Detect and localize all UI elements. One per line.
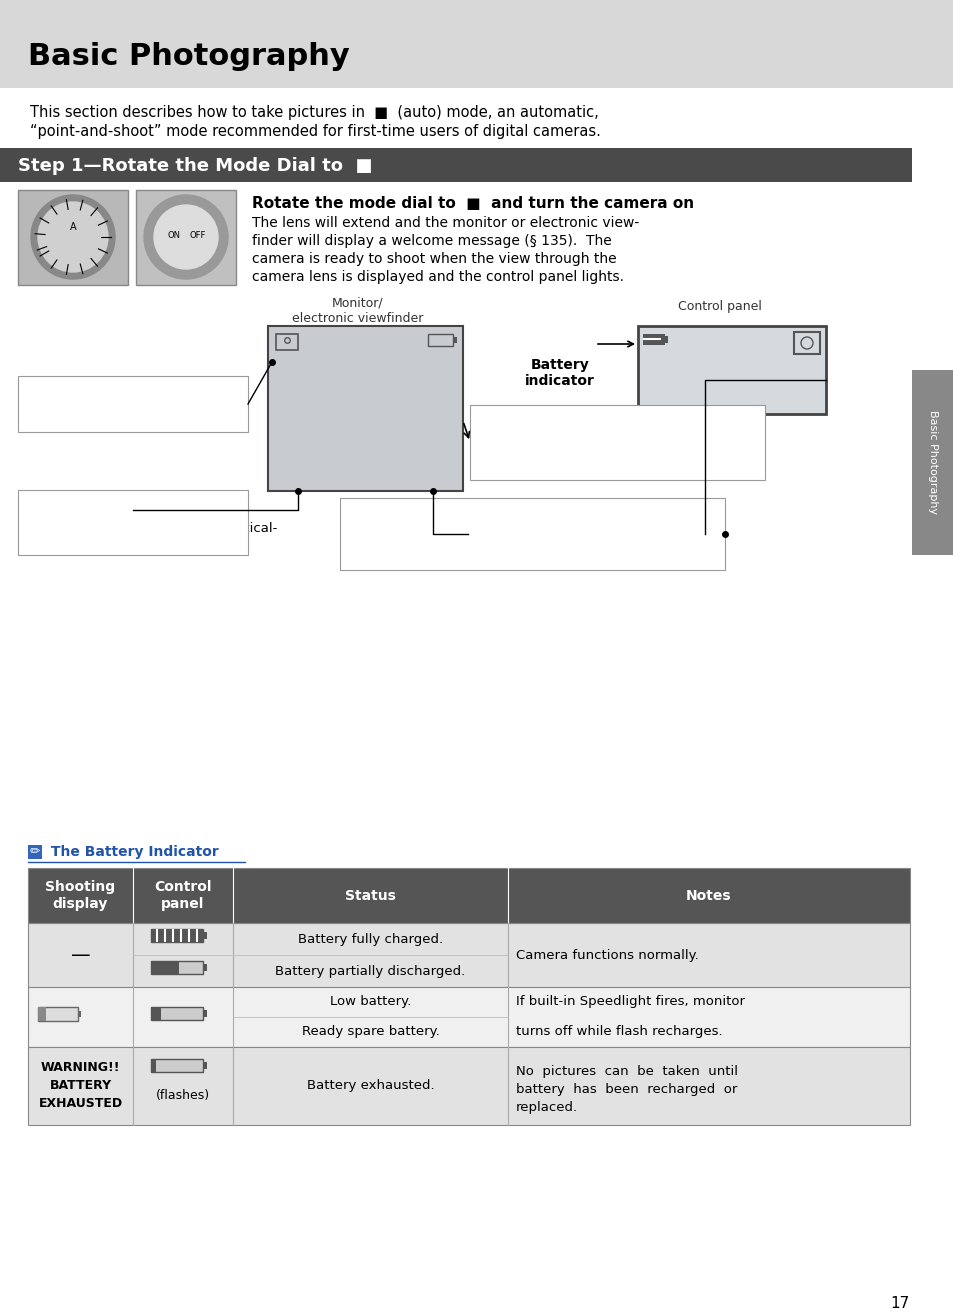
Bar bbox=[453, 336, 456, 343]
Text: OFF: OFF bbox=[190, 230, 206, 239]
Text: ly selected in  ■  mode.: ly selected in ■ mode. bbox=[26, 540, 186, 553]
Text: battery  has  been  recharged  or: battery has been recharged or bbox=[516, 1083, 737, 1096]
Text: 17: 17 bbox=[890, 1296, 909, 1311]
Bar bbox=[275, 334, 297, 350]
Bar bbox=[203, 1062, 207, 1070]
Bar bbox=[339, 498, 724, 570]
Text: This section describes how to take pictures in  ■  (auto) mode, an automatic,: This section describes how to take pictu… bbox=[30, 105, 598, 120]
Bar bbox=[28, 1047, 909, 1125]
Bar bbox=[151, 1059, 156, 1072]
Bar bbox=[151, 1059, 203, 1072]
Bar bbox=[151, 961, 179, 974]
Bar bbox=[151, 1007, 161, 1020]
Bar bbox=[911, 371, 953, 555]
Text: EXHAUSTED: EXHAUSTED bbox=[38, 1097, 122, 1110]
Bar bbox=[428, 334, 453, 346]
Text: Monitor/: Monitor/ bbox=[332, 296, 383, 309]
Text: ■  indicates auto mode.: ■ indicates auto mode. bbox=[26, 411, 188, 424]
Bar bbox=[28, 922, 909, 987]
Text: Choose according to how: Choose according to how bbox=[476, 438, 643, 451]
Text: AUTO: AUTO bbox=[665, 334, 693, 344]
Text: Camera functions normally.: Camera functions normally. bbox=[516, 949, 698, 962]
Text: No  pictures  can  be  taken  until: No pictures can be taken until bbox=[516, 1066, 738, 1077]
Text: ON: ON bbox=[168, 230, 180, 239]
Text: WARNING!!: WARNING!! bbox=[41, 1060, 120, 1074]
Text: ✏: ✏ bbox=[30, 845, 40, 858]
Bar bbox=[28, 987, 909, 1047]
Text: P  1/60  F26  ( 126): P 1/60 F26 ( 126) bbox=[273, 459, 393, 472]
Bar bbox=[78, 1010, 81, 1017]
Text: Notes: Notes bbox=[685, 888, 731, 903]
Bar bbox=[470, 405, 764, 480]
Text: electronic viewfinder: electronic viewfinder bbox=[292, 311, 423, 325]
Bar bbox=[664, 336, 667, 343]
Bar bbox=[38, 1007, 78, 1021]
Text: (flashes): (flashes) bbox=[155, 1089, 210, 1102]
Text: NORM: NORM bbox=[420, 417, 449, 426]
Bar bbox=[151, 929, 203, 942]
Text: Depends on capacity of memory card and: Depends on capacity of memory card and bbox=[346, 531, 625, 544]
Text: The lens will extend and the monitor or electronic view-: The lens will extend and the monitor or … bbox=[252, 215, 639, 230]
Bar bbox=[793, 332, 820, 353]
Bar bbox=[203, 932, 207, 940]
Text: ⚡: ⚡ bbox=[679, 353, 696, 378]
Text: 8M: 8M bbox=[428, 403, 441, 413]
Text: Shooting
display: Shooting display bbox=[46, 880, 115, 911]
Text: finder will display a welcome message (§ 135).  The: finder will display a welcome message (§… bbox=[252, 234, 611, 248]
Text: turns off while flash recharges.: turns off while flash recharges. bbox=[516, 1025, 721, 1038]
Text: Ready spare battery.: Ready spare battery. bbox=[301, 1025, 439, 1038]
Text: Image quality/size (§ 33):: Image quality/size (§ 33): bbox=[476, 419, 664, 432]
Circle shape bbox=[30, 194, 115, 279]
Bar bbox=[151, 961, 203, 974]
Bar bbox=[268, 326, 462, 491]
Text: options chosen for image quality and size.: options chosen for image quality and siz… bbox=[346, 549, 628, 562]
Bar bbox=[28, 869, 909, 922]
Text: Low battery.: Low battery. bbox=[330, 996, 411, 1009]
Circle shape bbox=[153, 205, 218, 269]
Bar bbox=[638, 326, 825, 414]
Text: Control
panel: Control panel bbox=[154, 880, 212, 911]
Bar bbox=[136, 191, 235, 285]
Bar bbox=[642, 334, 664, 346]
Bar bbox=[18, 376, 248, 432]
Text: camera is ready to shoot when the view through the: camera is ready to shoot when the view t… bbox=[252, 252, 616, 265]
Text: If built-in Speedlight fires, monitor: If built-in Speedlight fires, monitor bbox=[516, 996, 744, 1009]
Text: Shooting mode:: Shooting mode: bbox=[26, 392, 145, 405]
Text: Basic Photography: Basic Photography bbox=[28, 42, 350, 71]
Text: —: — bbox=[71, 946, 91, 964]
Text: Rotate the mode dial to  ■  and turn the camera on: Rotate the mode dial to ■ and turn the c… bbox=[252, 196, 694, 212]
Bar bbox=[203, 1010, 207, 1017]
Text: A: A bbox=[70, 222, 76, 233]
Bar bbox=[38, 1007, 46, 1021]
Text: indicator: indicator bbox=[524, 374, 595, 388]
Text: Exposure mode (§ 45):: Exposure mode (§ 45): bbox=[26, 505, 193, 516]
Bar bbox=[0, 148, 911, 183]
Text: Control panel: Control panel bbox=[678, 300, 761, 313]
Text: picture will be used.: picture will be used. bbox=[476, 456, 610, 469]
Text: P (pro-grammed auto) is automatical-: P (pro-grammed auto) is automatical- bbox=[26, 522, 277, 535]
Circle shape bbox=[38, 202, 108, 272]
Text: Battery partially discharged.: Battery partially discharged. bbox=[275, 964, 465, 978]
Text: camera lens is displayed and the control panel lights.: camera lens is displayed and the control… bbox=[252, 269, 623, 284]
Text: BATTERY: BATTERY bbox=[50, 1079, 112, 1092]
Bar bbox=[151, 1007, 203, 1020]
Text: replaced.: replaced. bbox=[516, 1101, 578, 1114]
Text: “point-and-shoot” mode recommended for first-time users of digital cameras.: “point-and-shoot” mode recommended for f… bbox=[30, 124, 600, 139]
Text: Number of exposures remaining (§ 36):: Number of exposures remaining (§ 36): bbox=[346, 512, 639, 526]
Bar bbox=[203, 964, 207, 971]
Text: Step 1—Rotate the Mode Dial to  ■: Step 1—Rotate the Mode Dial to ■ bbox=[18, 156, 372, 175]
Text: Battery: Battery bbox=[530, 357, 589, 372]
Text: Battery exhausted.: Battery exhausted. bbox=[306, 1080, 434, 1092]
Text: 60(126): 60(126) bbox=[652, 368, 757, 394]
Bar bbox=[0, 0, 953, 88]
Bar bbox=[18, 490, 248, 555]
Text: The Battery Indicator: The Battery Indicator bbox=[46, 845, 218, 859]
Text: Basic Photography: Basic Photography bbox=[927, 410, 937, 514]
Circle shape bbox=[144, 194, 228, 279]
Bar bbox=[151, 929, 203, 942]
Text: Battery fully charged.: Battery fully charged. bbox=[297, 933, 442, 946]
Bar bbox=[18, 191, 128, 285]
Text: Status: Status bbox=[345, 888, 395, 903]
Bar bbox=[28, 845, 42, 859]
